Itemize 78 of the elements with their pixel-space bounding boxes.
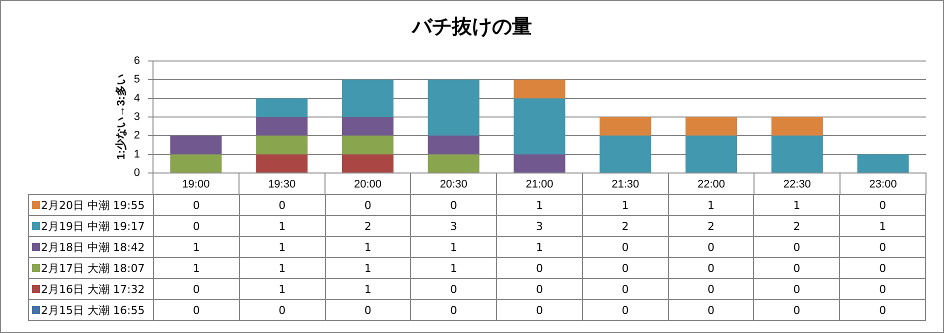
data-label: 0 xyxy=(840,258,926,278)
data-label: 0 xyxy=(582,278,668,300)
data-label: 3 xyxy=(410,216,497,236)
legend-label: 2月16日 大潮 17:32 xyxy=(28,278,154,300)
legend-label: 2月15日 大潮 16:55 xyxy=(28,300,154,320)
data-label: 0 xyxy=(496,278,582,300)
data-label: 1 xyxy=(239,216,326,236)
data-label: 2 xyxy=(668,216,754,236)
data-label: 0 xyxy=(754,278,840,300)
data-label: 0 xyxy=(410,278,497,300)
data-label: 0 xyxy=(410,300,497,320)
x-tick-label: 21:30 xyxy=(612,178,640,191)
data-label: 0 xyxy=(239,194,326,216)
x-tick-label: 21:00 xyxy=(526,178,554,191)
data-label: 3 xyxy=(496,216,582,236)
data-label: 0 xyxy=(668,278,754,300)
data-label: 0 xyxy=(154,216,240,236)
y-tick-label: 3 xyxy=(134,111,140,124)
data-label: 1 xyxy=(410,258,497,278)
data-label: 0 xyxy=(668,236,754,258)
data-label: 1 xyxy=(154,236,240,258)
data-label: 0 xyxy=(582,300,668,320)
data-label: 0 xyxy=(582,258,668,278)
y-tick-label: 6 xyxy=(134,55,140,68)
y-tick-label: 0 xyxy=(134,167,140,180)
data-label: 0 xyxy=(496,300,582,320)
data-label: 2 xyxy=(754,216,840,236)
y-tick-label: 2 xyxy=(134,130,140,142)
data-label: 0 xyxy=(840,278,926,300)
data-label: 0 xyxy=(668,300,754,320)
data-label: 1 xyxy=(496,194,582,216)
x-tick-label: 22:00 xyxy=(698,178,726,191)
legend-label: 2月17日 大潮 18:07 xyxy=(28,258,154,278)
y-tick-label: 5 xyxy=(134,74,140,86)
data-label: 1 xyxy=(496,236,582,258)
data-label: 0 xyxy=(840,236,926,258)
data-label: 0 xyxy=(754,258,840,278)
data-label: 1 xyxy=(325,258,411,278)
y-axis-title: 1:少ない→3:多い xyxy=(114,74,128,160)
data-label: 1 xyxy=(410,236,497,258)
data-label: 0 xyxy=(325,194,411,216)
data-label: 1 xyxy=(154,258,240,278)
data-label: 1 xyxy=(582,194,668,216)
data-label: 1 xyxy=(325,278,411,300)
legend-label: 2月18日 中潮 18:42 xyxy=(28,236,154,258)
data-label: 0 xyxy=(840,300,926,320)
x-tick-label: 19:00 xyxy=(182,178,210,191)
data-label: 0 xyxy=(496,258,582,278)
data-label: 0 xyxy=(154,278,240,300)
data-label: 0 xyxy=(754,236,840,258)
x-tick-label: 23:00 xyxy=(869,178,897,191)
legend-label: 2月20日 中潮 19:55 xyxy=(28,194,154,216)
data-label: 0 xyxy=(325,300,411,320)
data-label: 2 xyxy=(582,216,668,236)
data-label: 1 xyxy=(840,216,926,236)
data-label: 0 xyxy=(239,300,326,320)
data-label: 1 xyxy=(239,278,326,300)
y-tick-label: 4 xyxy=(134,92,140,104)
x-tick-label: 20:00 xyxy=(354,178,382,191)
data-label: 2 xyxy=(325,216,411,236)
chart-title: バチ抜けの量 xyxy=(410,13,533,40)
data-label: 0 xyxy=(154,194,240,216)
data-label: 0 xyxy=(840,194,926,216)
data-label: 0 xyxy=(754,300,840,320)
x-tick-label: 20:30 xyxy=(440,178,468,191)
data-label: 0 xyxy=(668,258,754,278)
data-label: 1 xyxy=(239,258,326,278)
x-tick-label: 19:30 xyxy=(268,178,296,191)
legend-label: 2月19日 中潮 19:17 xyxy=(28,216,154,236)
x-tick-label: 22:30 xyxy=(783,178,811,191)
data-label: 1 xyxy=(239,236,326,258)
data-label: 1 xyxy=(668,194,754,216)
data-label: 1 xyxy=(754,194,840,216)
data-label: 1 xyxy=(325,236,411,258)
data-label: 0 xyxy=(154,300,240,320)
data-label: 0 xyxy=(582,236,668,258)
y-tick-label: 1 xyxy=(134,148,140,160)
data-label: 0 xyxy=(410,194,497,216)
